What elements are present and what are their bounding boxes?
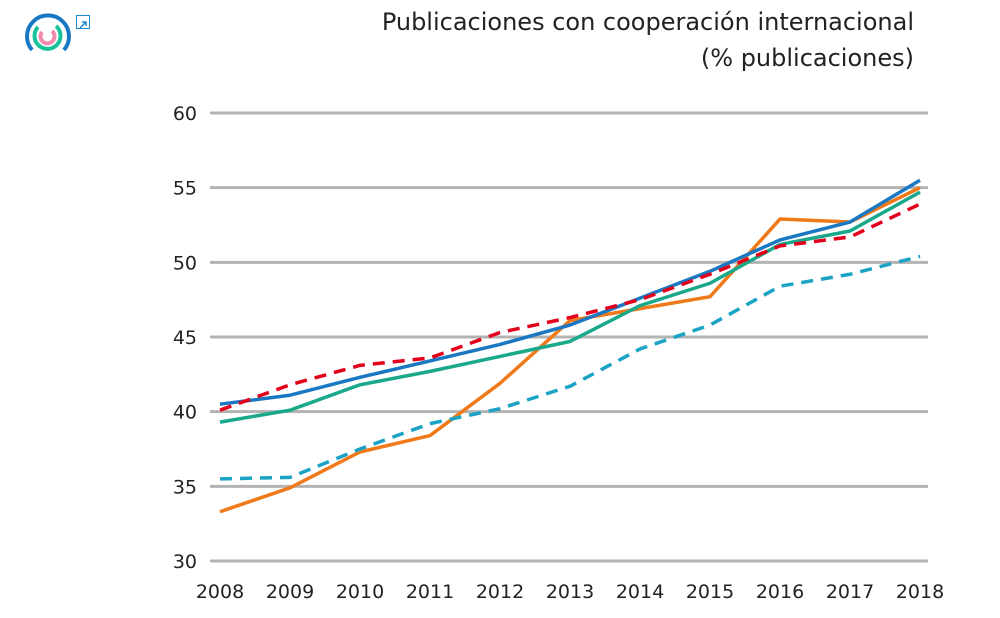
y-tick-label: 30 bbox=[173, 551, 197, 573]
chart-title: Publicaciones con cooperación internacio… bbox=[381, 8, 914, 36]
x-tick-label: 2008 bbox=[196, 581, 244, 603]
x-tick-label: 2010 bbox=[336, 581, 384, 603]
series-line-4 bbox=[219, 254, 921, 481]
x-tick-label: 2016 bbox=[756, 581, 804, 603]
y-tick-label: 40 bbox=[173, 402, 197, 424]
x-tick-label: 2013 bbox=[546, 581, 594, 603]
y-tick-label: 45 bbox=[173, 327, 197, 349]
series-line-3 bbox=[219, 202, 921, 412]
chart-title-block: Publicaciones con cooperación internacio… bbox=[382, 4, 914, 76]
x-tick-label: 2018 bbox=[896, 581, 944, 603]
x-tick-label: 2011 bbox=[406, 581, 454, 603]
y-tick-label: 55 bbox=[173, 178, 197, 200]
x-tick-label: 2014 bbox=[616, 581, 664, 603]
x-tick-label: 2017 bbox=[826, 581, 874, 603]
x-tick-label: 2015 bbox=[686, 581, 734, 603]
x-tick-label: 2009 bbox=[266, 581, 314, 603]
external-link-icon[interactable] bbox=[76, 15, 90, 29]
x-tick-label: 2012 bbox=[476, 581, 524, 603]
series-line-2 bbox=[219, 178, 921, 406]
y-tick-label: 60 bbox=[173, 103, 197, 125]
y-tick-label: 50 bbox=[173, 252, 197, 274]
y-tick-label: 35 bbox=[173, 476, 197, 498]
logo-rings-icon bbox=[25, 13, 71, 52]
logo bbox=[24, 12, 72, 64]
chart-subtitle: (% publicaciones) bbox=[700, 44, 914, 72]
